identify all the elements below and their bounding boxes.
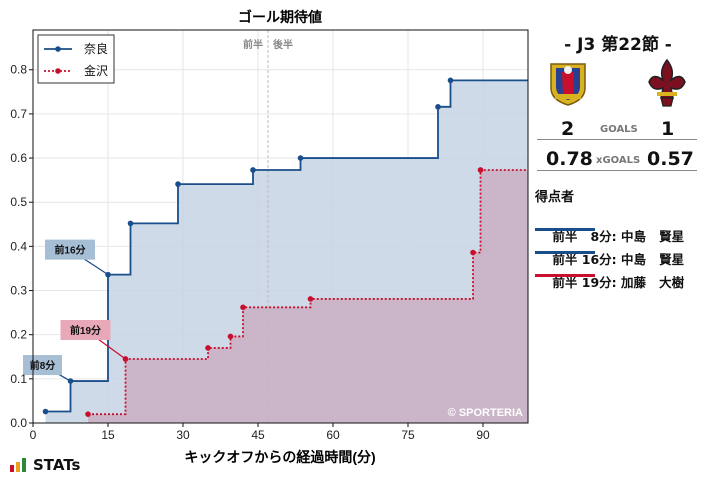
scorer-underline (535, 251, 595, 254)
series-point (435, 104, 441, 110)
y-tick-label: 0.4 (10, 239, 27, 253)
series-point (175, 181, 181, 187)
x-tick-label: 15 (101, 428, 115, 442)
nara-club-crest-icon (550, 63, 586, 106)
x-tick-label: 75 (401, 428, 415, 442)
home-goals: 2 (561, 118, 575, 140)
x-tick-label: 45 (251, 428, 265, 442)
annotation-label: 前8分 (30, 359, 56, 372)
scorer-underline (535, 228, 595, 231)
series-point (477, 167, 484, 173)
series-point (297, 155, 304, 161)
y-tick-label: 0.3 (10, 284, 27, 298)
series-point (240, 304, 246, 311)
scorer-text: 前半 19分: 加藤 大樹 (552, 275, 685, 290)
scorer-underline (535, 274, 595, 277)
away-goals: 1 (661, 118, 675, 140)
y-tick-label: 0.6 (10, 151, 27, 165)
goals-label: GOALS (600, 124, 638, 135)
xg-label: xGOALS (596, 155, 641, 166)
brand-text: STATs (33, 456, 81, 474)
halftime-marker: 前半 後半 (243, 30, 293, 423)
series-point (470, 249, 476, 256)
match-panel: - J3 第22節 - 2 GOALS 1 0.78 xGOALS 0.57 得… (533, 0, 703, 479)
scorer-row: 前半 16分: 中島 賢星 (535, 234, 684, 298)
legend-marker (55, 46, 61, 52)
series-point (447, 77, 454, 84)
series-point (67, 378, 74, 384)
scorers-title: 得点者 (535, 190, 575, 205)
annotation-box (60, 319, 111, 340)
home-xg: 0.78 (546, 148, 593, 170)
divider (537, 139, 697, 140)
x-tick-label: 0 (30, 428, 37, 442)
y-tick-label: 0.0 (10, 416, 27, 430)
first-half-label: 前半 (243, 38, 263, 51)
legend-box (37, 34, 115, 84)
x-axis-label: キックオフからの経過時間(分) (184, 449, 375, 465)
series-point (85, 411, 91, 417)
legend-label: 金沢 (84, 63, 108, 78)
stats-logo: STATs (10, 456, 80, 474)
series-point (307, 296, 314, 302)
annotation-box (45, 239, 95, 260)
x-tick-label: 30 (176, 428, 190, 442)
series-point (127, 220, 134, 227)
series-line (88, 169, 528, 416)
y-tick-label: 0.5 (10, 195, 27, 209)
legend-marker (55, 68, 61, 74)
y-tick-label: 0.2 (10, 328, 27, 342)
scorer-row: 前半 8分: 中島 賢星 (535, 211, 684, 275)
chart-title: ゴール期待値 (238, 9, 322, 25)
series-point (205, 345, 211, 351)
y-tick-label: 0.7 (10, 107, 27, 121)
area-fills (45, 80, 528, 423)
scorer-row: 前半 19分: 加藤 大樹 (535, 257, 684, 321)
match-title: - J3 第22節 - (564, 35, 672, 55)
x-tick-label: 90 (476, 428, 490, 442)
y-tick-label: 0.1 (10, 372, 27, 386)
kanazawa-fleur-crest-icon (648, 58, 686, 107)
plot-frame (32, 29, 529, 424)
legend-label: 奈良 (84, 41, 108, 56)
scorer-text: 前半 8分: 中島 賢星 (552, 229, 685, 244)
series-point (42, 408, 49, 415)
annotation-label: 前16分 (54, 244, 85, 257)
watermark: © SPORTERIA (448, 407, 523, 419)
x-tick-label: 60 (326, 428, 340, 442)
axes: 0 15 30 45 60 75 90 0.0 0.1 0.2 0.3 0.4 0.5 0.6 0.7 0.8 (10, 29, 529, 442)
second-half-label: 後半 (273, 38, 293, 51)
stats-bars-icon (10, 458, 28, 472)
y-tick-label: 0.8 (10, 63, 27, 77)
divider (537, 170, 697, 171)
series-point (227, 333, 234, 340)
scorer-text: 前半 16分: 中島 賢星 (552, 252, 685, 267)
annotation-label: 前19分 (70, 324, 101, 337)
series-point (250, 167, 256, 173)
away-xg: 0.57 (647, 148, 694, 170)
